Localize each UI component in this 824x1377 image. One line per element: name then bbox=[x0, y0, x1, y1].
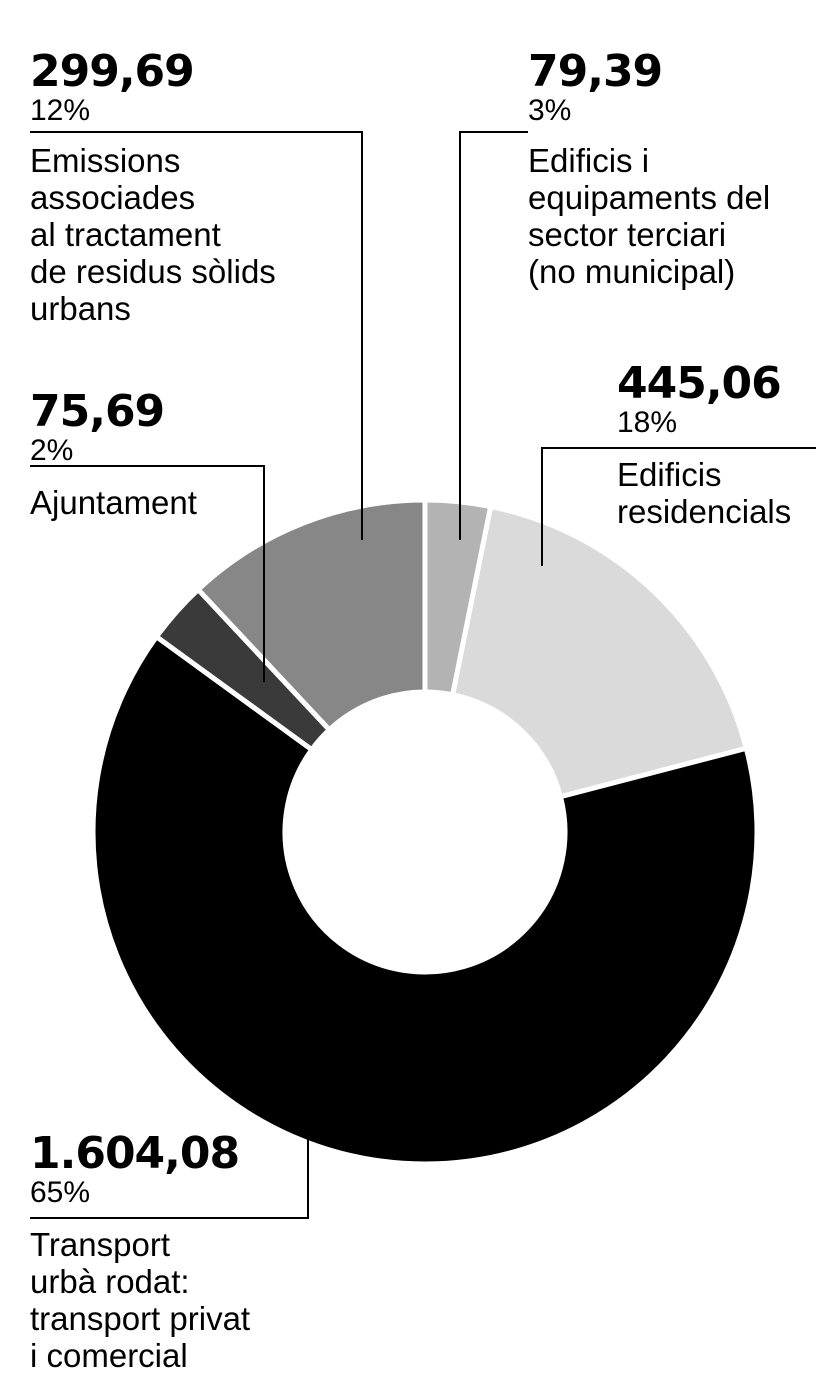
leader-line-ajuntament bbox=[30, 465, 265, 682]
slice-percent: 18% bbox=[617, 406, 678, 439]
label-residus: 299,69 12% Emissions associades al tract… bbox=[30, 46, 276, 328]
slice-percent: 3% bbox=[528, 94, 572, 127]
slice-label: Edificis i equipaments del sector tercia… bbox=[528, 142, 771, 290]
slice-value: 1.604,08 bbox=[30, 1128, 240, 1179]
slice-value: 445,06 bbox=[617, 358, 782, 409]
leader-line-residus bbox=[30, 131, 363, 540]
slice-value: 299,69 bbox=[30, 46, 195, 97]
slice-percent: 65% bbox=[30, 1176, 91, 1209]
slice-label: Emissions associades al tractament de re… bbox=[30, 142, 276, 327]
slice-percent: 12% bbox=[30, 94, 91, 127]
slice-label: Edificis residencials bbox=[617, 456, 792, 530]
label-terciari: 79,39 3% Edificis i equipaments del sect… bbox=[528, 46, 771, 291]
label-residencials: 445,06 18% Edificis residencials bbox=[617, 358, 792, 531]
slice-label: Ajuntament bbox=[30, 484, 197, 521]
slice-percent: 2% bbox=[30, 434, 74, 467]
leader-line-residencials bbox=[541, 447, 816, 566]
label-transport: 1.604,08 65% Transport urbà rodat: trans… bbox=[30, 1128, 251, 1375]
donut-slice-transport bbox=[90, 633, 760, 1167]
donut-slice-residus bbox=[194, 497, 428, 734]
slice-value: 75,69 bbox=[30, 386, 165, 437]
label-ajuntament: 75,69 2% Ajuntament bbox=[30, 386, 197, 522]
donut-slice-residencials bbox=[449, 503, 750, 800]
slice-value: 79,39 bbox=[528, 46, 663, 97]
slice-label: Transport urbà rodat: transport privat i… bbox=[30, 1226, 251, 1374]
leader-line-transport bbox=[30, 1130, 309, 1219]
leader-line-terciari bbox=[459, 131, 528, 540]
